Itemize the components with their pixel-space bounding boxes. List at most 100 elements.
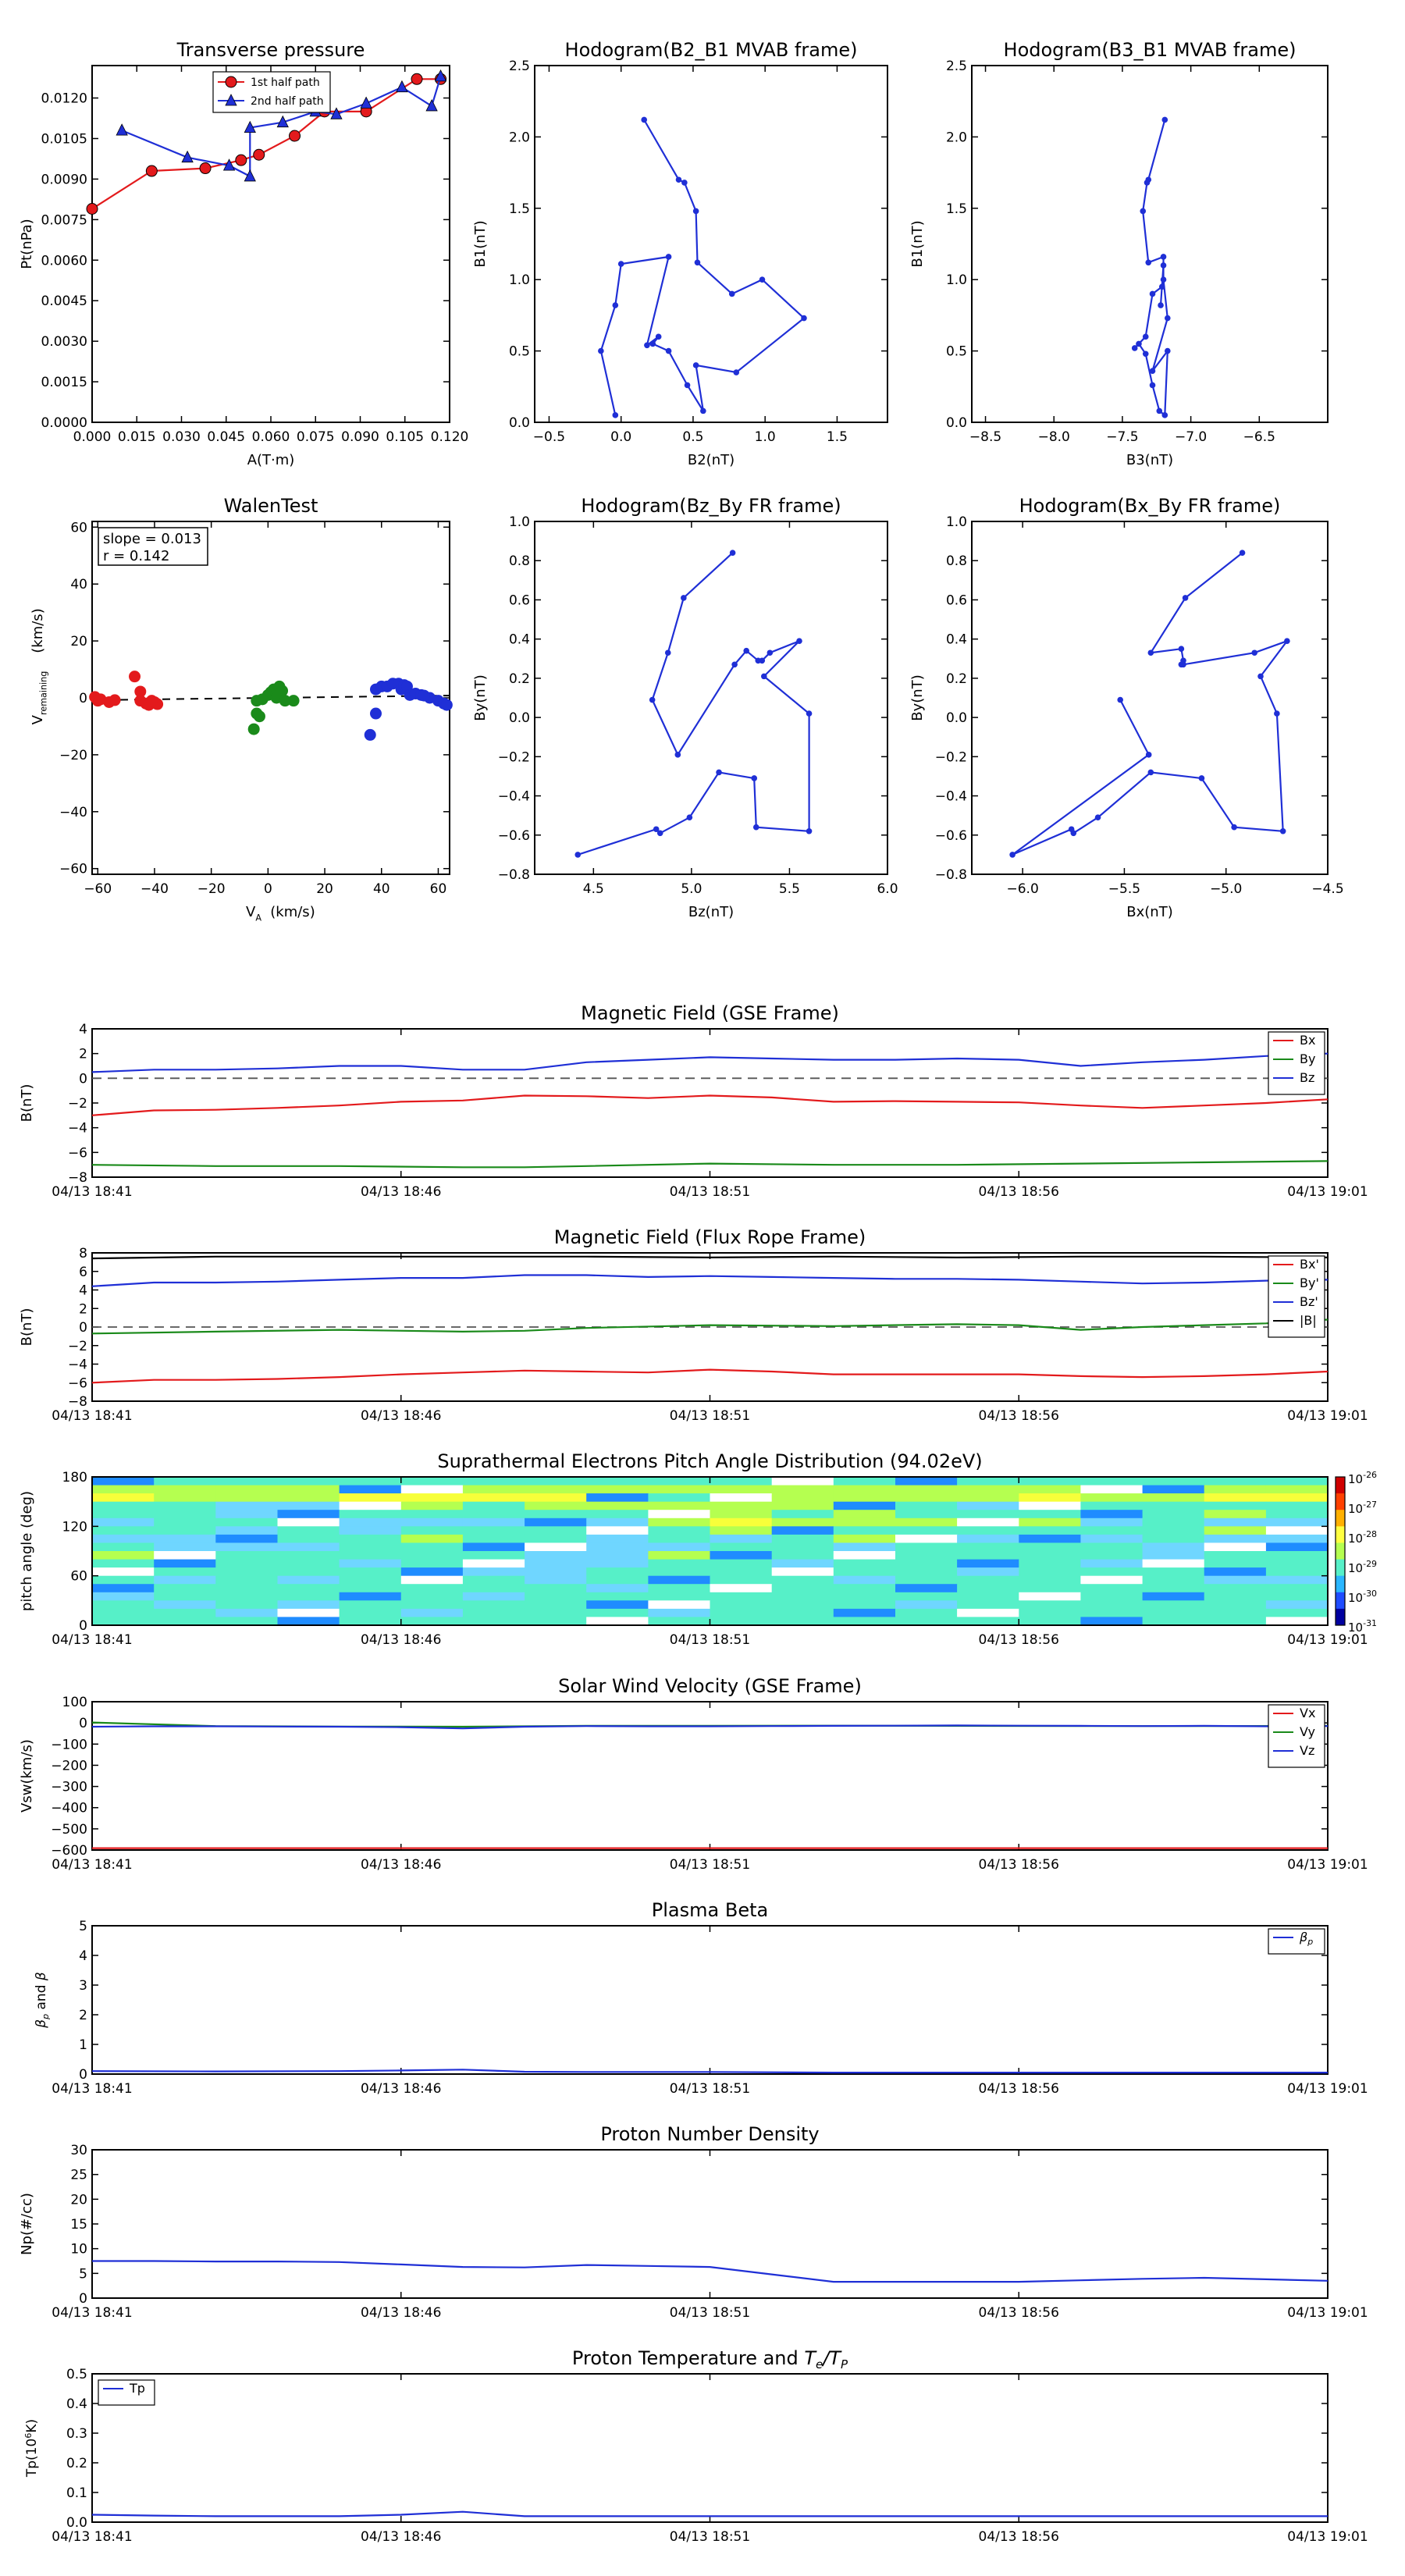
annotation-slope: slope = 0.013 [103,531,201,547]
heatmap-cell [525,1600,587,1610]
data-point [598,347,604,354]
heatmap-cells [92,1477,1329,1626]
heatmap-cell [710,1575,773,1585]
heatmap-cell [1080,1510,1144,1519]
y-axis-label: Pt(nPa) [19,219,35,269]
heatmap-cell [339,1567,402,1577]
x-tick-label: 04/13 18:41 [52,1857,132,1873]
heatmap-cell [1080,1551,1144,1560]
heatmap-cell [957,1584,1019,1593]
heatmap-cell [710,1608,773,1617]
heatmap-cell [154,1477,216,1486]
y-tick-label: 1.0 [509,514,530,530]
heatmap-cell [400,1567,464,1577]
data-point [1160,276,1167,283]
y-tick-label: −400 [51,1801,87,1816]
heatmap-cell [400,1592,464,1601]
y-axis-label: Tp(106K) [23,2419,40,2478]
y-tick-label: 5 [79,2266,87,2282]
heatmap-cell [710,1617,773,1626]
heatmap-cell [92,1534,155,1543]
y-tick-label: 1 [79,2037,87,2053]
heatmap-cell [771,1575,834,1585]
plot-frame [91,2149,1329,2299]
y-tick-label: 6 [79,1265,87,1280]
heatmap-cell [339,1501,402,1510]
y-tick-label: 2.0 [946,130,967,145]
hodogram-path [1012,552,1289,856]
heatmap-cell [895,1477,958,1486]
panel-beta: Plasma Beta 0 1 2 3 4 5 04/13 18:41 04/13 18:46 0… [34,1899,1368,2097]
heatmap-cell [957,1477,1019,1486]
heatmap-cell [277,1559,340,1568]
heatmap-cell [1019,1608,1081,1617]
data-point [411,73,423,85]
data-point [1147,649,1154,656]
panel-hodo_b3b1: Hodogram(B3_B1 MVAB frame) 0.0 0.5 1.0 1.5 2.… [909,39,1329,468]
heatmap-cell [400,1600,464,1610]
y-tick-label: 0.0015 [41,375,87,390]
panel-mag_fr: Magnetic Field (Flux Rope Frame) −8 −6 −4 −2… [19,1226,1368,1424]
x-tick-label: 40 [373,881,390,897]
y-axis-label: Np(#/cc) [19,2193,35,2255]
heatmap-cell [957,1493,1019,1503]
heatmap-cell [957,1567,1019,1577]
chart-title: Hodogram(B3_B1 MVAB frame) [1004,39,1297,61]
colorbar-label: 10-29 [1348,1559,1377,1575]
heatmap-cell [771,1592,834,1601]
heatmap-cell [1265,1608,1329,1617]
heatmap-cell [1204,1584,1267,1593]
y-tick-label: 0.0075 [41,212,87,228]
heatmap-cell [339,1551,402,1560]
data-point [692,208,699,215]
legend: Vx Vy Vz [1268,1704,1325,1768]
heatmap-cell [1265,1510,1329,1519]
x-tick-label: −5.5 [1108,881,1140,897]
heatmap-cell [1080,1477,1144,1486]
y-tick-label: 0.3 [66,2426,87,2442]
heatmap-cell [92,1501,155,1510]
x-tick-label: 04/13 18:46 [361,1184,441,1200]
data-point [681,595,687,601]
series-line-B [91,1255,1329,1260]
heatmap-cell [215,1600,278,1610]
heatmap-cell [1265,1551,1329,1560]
data-point [1131,345,1138,351]
legend: βp [1268,1928,1325,1955]
y-tick-label: 0.8 [946,553,967,569]
y-tick-label: 0 [79,691,87,706]
x-tick-label: 04/13 18:51 [670,2081,750,2097]
data-point [655,333,662,340]
heatmap-cell [154,1485,216,1494]
heatmap-cell [277,1617,340,1626]
heatmap-cell [710,1493,773,1503]
heatmap-cell [462,1542,525,1552]
data-point [244,169,256,182]
heatmap-cell [1142,1493,1205,1503]
heatmap-cell [1019,1551,1081,1560]
x-tick-label: 0.030 [162,429,201,445]
series-line-Bx [91,1368,1329,1384]
data-point [674,752,681,758]
data-point [440,699,453,711]
data-point [1160,254,1167,260]
heatmap-cell [1265,1592,1329,1601]
y-tick-label: 1.5 [946,201,967,217]
data-point [1231,824,1237,831]
data-point [796,638,802,644]
y-axis-label: pitch angle (deg) [19,1491,35,1611]
legend: Bx' By' Bz' |B| [1268,1255,1325,1338]
data-point [751,775,758,781]
heatmap-cell [92,1485,155,1494]
data-point [222,158,236,171]
x-tick-label: 04/13 18:56 [979,1408,1059,1424]
x-tick-label: 04/13 18:46 [361,1857,441,1873]
heatmap-cell [586,1551,649,1560]
colorbar-label: 10-28 [1348,1529,1377,1546]
x-tick-label: 0.105 [386,429,424,445]
panel-walen: WalenTest −60 −40 −20 0 20 40 60 −60 −40 −20 0 20 40 6… [30,495,453,923]
colorbar: 10-26 10-27 10-28 10-29 10-30 10-31 [1335,1470,1377,1635]
heatmap-cell [833,1526,896,1535]
heatmap-cell [1019,1567,1081,1577]
